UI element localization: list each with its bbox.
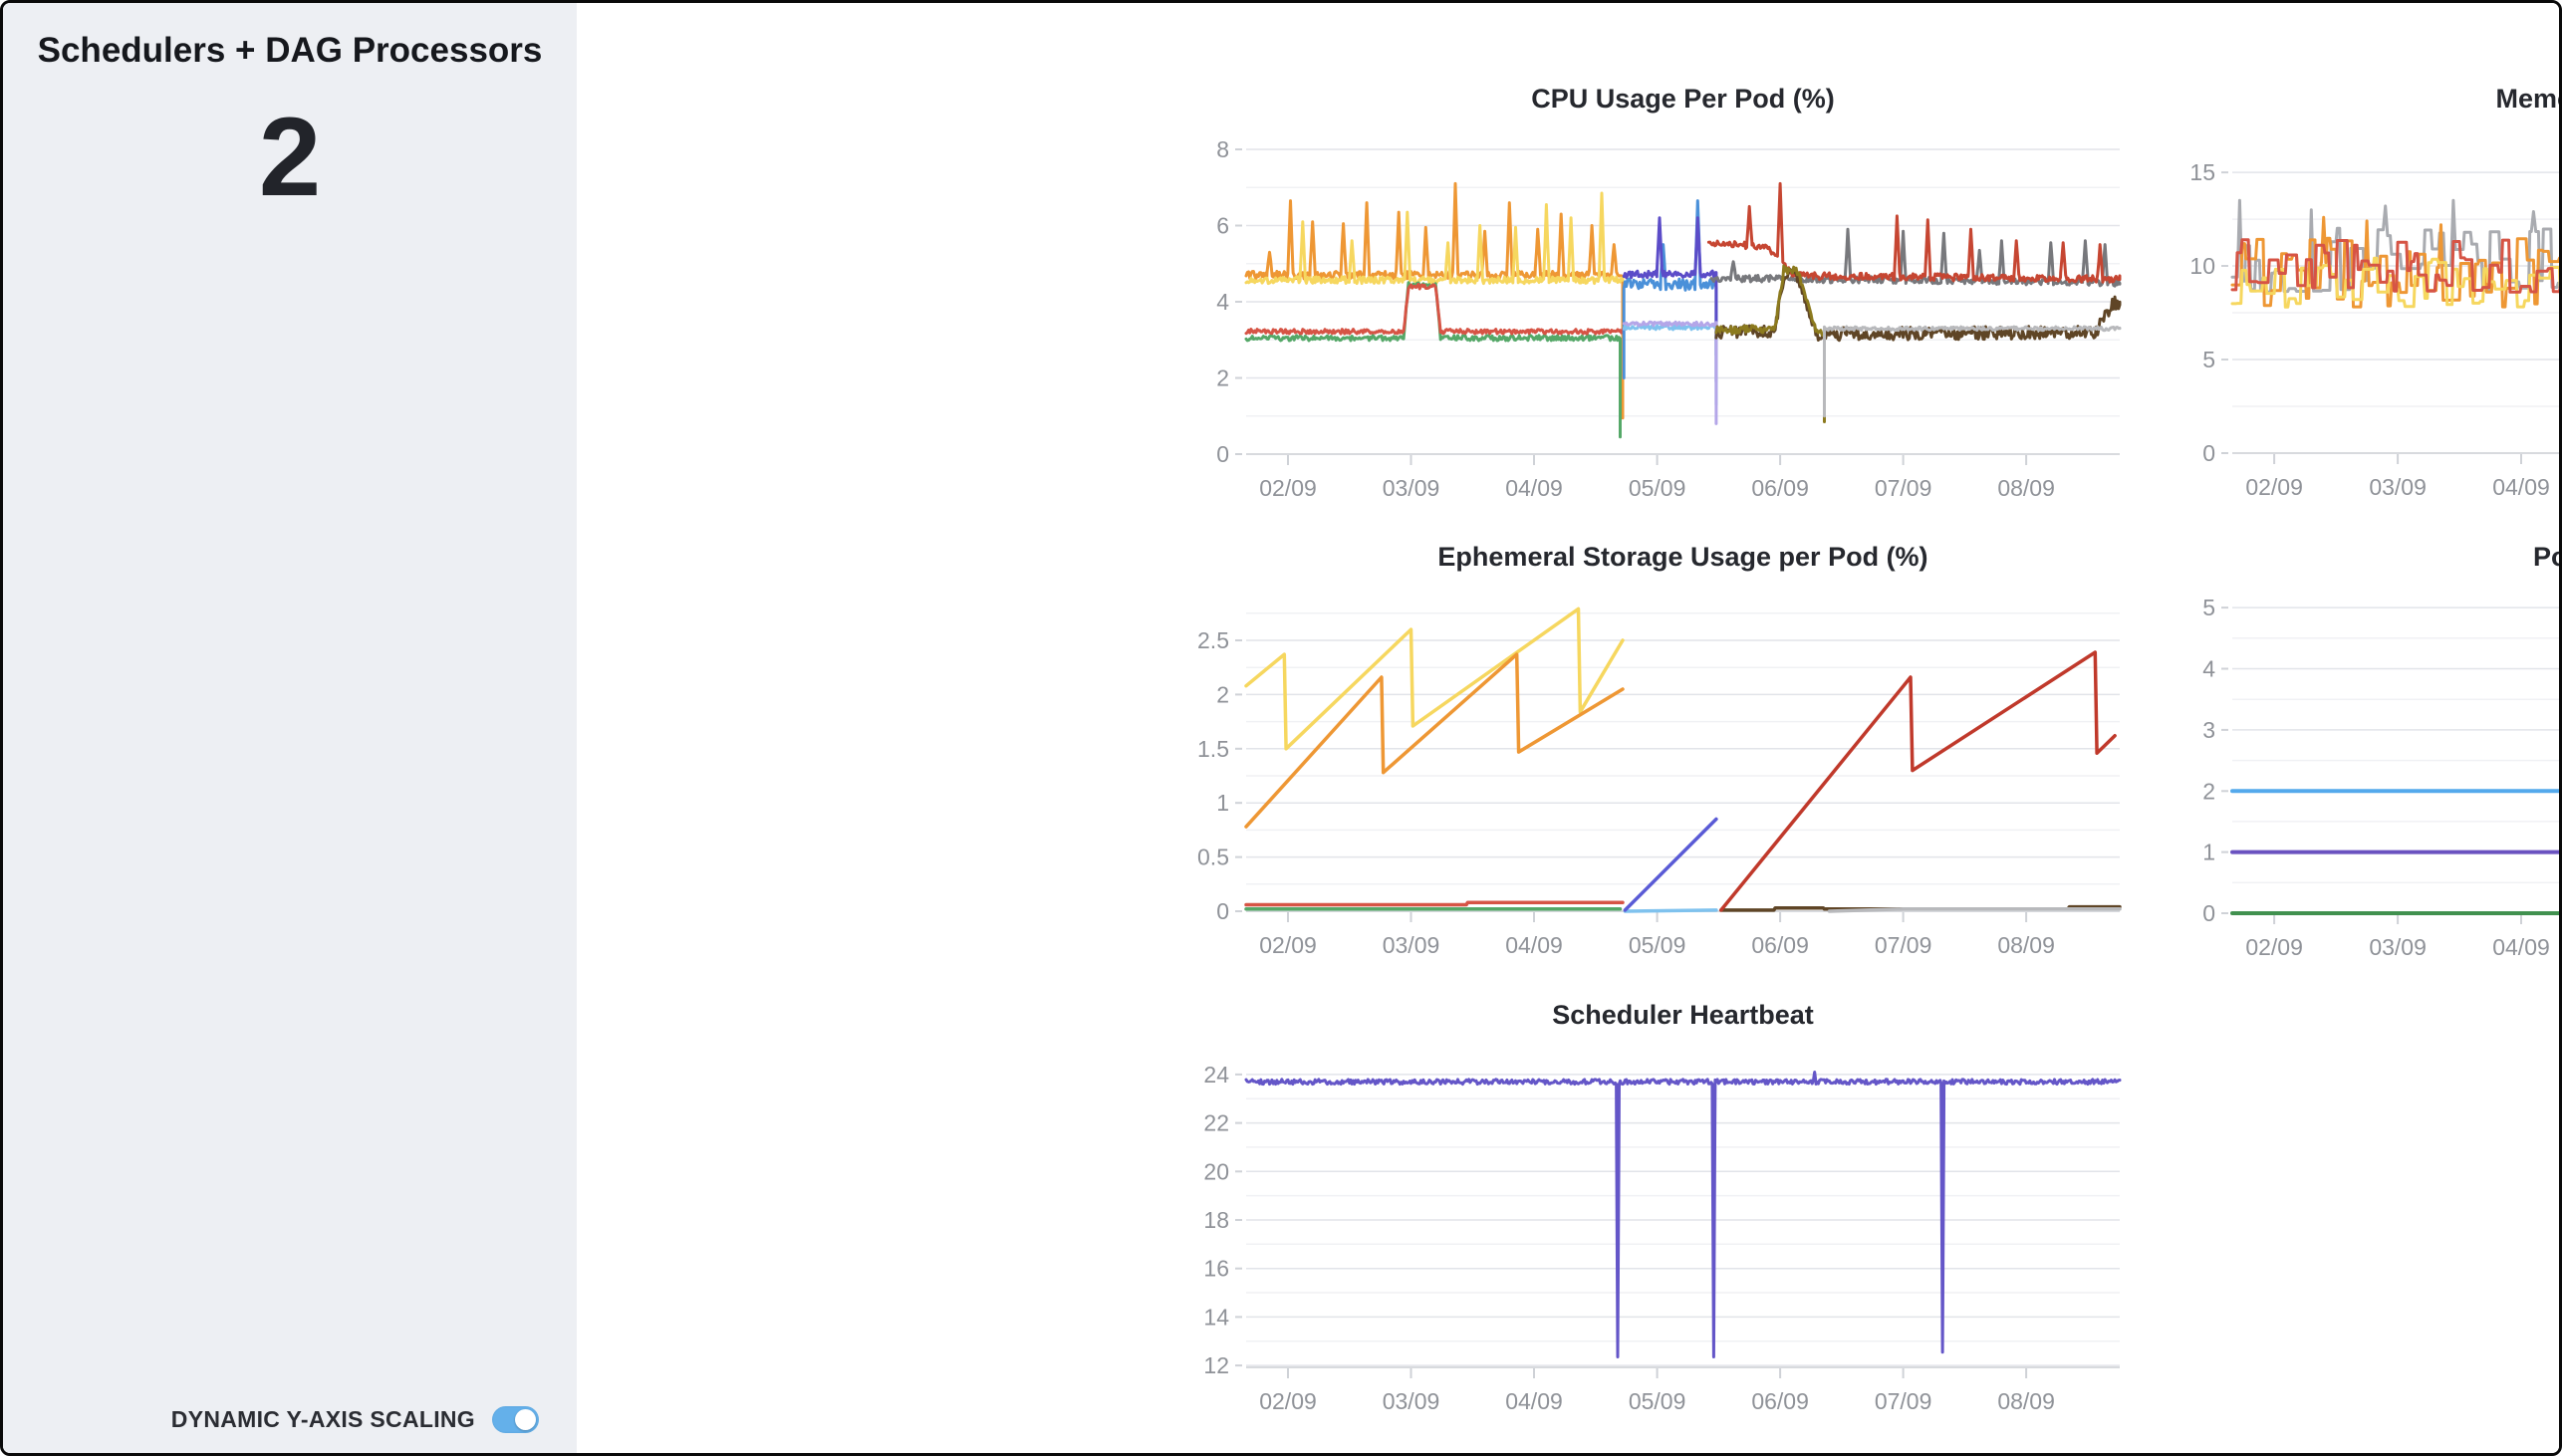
svg-text:5: 5	[2202, 595, 2215, 620]
svg-text:08/09: 08/09	[1997, 932, 2055, 958]
chart-title-ephemeral: Ephemeral Storage Usage per Pod (%)	[1437, 542, 1928, 572]
svg-text:0: 0	[1216, 898, 1229, 924]
svg-text:2.5: 2.5	[1197, 627, 1229, 653]
chart-cpu-usage: CPU Usage Per Pod (%) 0 2 4 6 8 02/09 03/09 04/…	[1174, 58, 2171, 516]
svg-text:12: 12	[1203, 1352, 1229, 1378]
svg-text:06/09: 06/09	[1751, 475, 1809, 501]
svg-text:2: 2	[2202, 778, 2215, 804]
svg-text:07/09: 07/09	[1875, 1388, 1932, 1414]
svg-text:8: 8	[1216, 136, 1229, 162]
svg-text:02/09: 02/09	[1259, 1388, 1317, 1414]
svg-text:08/09: 08/09	[1997, 475, 2055, 501]
svg-text:03/09: 03/09	[2369, 474, 2427, 500]
chart-memory-usage: Memory Usage Per Pod (%) 0 5 10 15 02/09 03/0…	[2161, 58, 2559, 516]
svg-text:1: 1	[1216, 790, 1229, 816]
svg-text:18: 18	[1203, 1207, 1229, 1233]
chart-canvas-ephemeral: 0 0.5 1 1.5 2 2.5 02/09 03/09 04/09 05/09 06/09 07/…	[1197, 607, 2122, 958]
chart-title-memory: Memory Usage Per Pod (%)	[2495, 84, 2559, 114]
svg-text:2: 2	[1216, 365, 1229, 391]
svg-text:1.5: 1.5	[1197, 736, 1229, 762]
svg-text:03/09: 03/09	[1383, 932, 1440, 958]
svg-text:05/09: 05/09	[1629, 475, 1686, 501]
svg-text:2: 2	[1216, 681, 1229, 707]
chart-ephemeral-storage: Ephemeral Storage Usage per Pod (%) 0 0.5…	[1174, 516, 2171, 974]
svg-text:16: 16	[1203, 1256, 1229, 1282]
chart-title-pods: Pod Count per Status	[2533, 542, 2559, 572]
svg-text:05/09: 05/09	[1629, 932, 1686, 958]
svg-text:04/09: 04/09	[2492, 934, 2550, 960]
svg-text:06/09: 06/09	[1751, 1388, 1809, 1414]
chart-scheduler-heartbeat: Scheduler Heartbeat 12 14 16 18 20 22 24 02/09 0…	[1174, 974, 2171, 1442]
svg-text:05/09: 05/09	[1629, 1388, 1686, 1414]
svg-text:03/09: 03/09	[1383, 1388, 1440, 1414]
chart-canvas-pods: 01234502/0903/0904/0905/0906/0907/0908/0…	[2202, 595, 2559, 960]
chart-canvas-heartbeat: 12 14 16 18 20 22 24 02/09 03/09 04/09 05/09 06/09 0…	[1203, 1062, 2122, 1414]
toggle-row: DYNAMIC Y-AXIS SCALING	[3, 1406, 577, 1433]
svg-text:14: 14	[1203, 1304, 1229, 1330]
chart-canvas-memory: 05101502/0903/0904/0905/0906/0907/0908/0…	[2189, 159, 2559, 500]
charts-area: CPU Usage Per Pod (%) 0 2 4 6 8 02/09 03/09 04/…	[577, 3, 2559, 1453]
svg-text:10: 10	[2189, 253, 2215, 279]
chart-canvas-cpu: 0 2 4 6 8 02/09 03/09 04/09 05/09 06/09 07/09 08/09	[1216, 136, 2122, 501]
svg-text:4: 4	[2202, 656, 2215, 682]
svg-text:0: 0	[2202, 440, 2215, 466]
svg-text:07/09: 07/09	[1875, 932, 1932, 958]
svg-text:02/09: 02/09	[2245, 474, 2303, 500]
svg-text:04/09: 04/09	[1505, 932, 1563, 958]
svg-text:06/09: 06/09	[1751, 932, 1809, 958]
svg-text:3: 3	[2202, 717, 2215, 743]
svg-text:04/09: 04/09	[1505, 1388, 1563, 1414]
chart-title-heartbeat: Scheduler Heartbeat	[1552, 1000, 1814, 1030]
svg-text:02/09: 02/09	[1259, 475, 1317, 501]
svg-text:20: 20	[1203, 1158, 1229, 1184]
svg-text:03/09: 03/09	[2369, 934, 2427, 960]
svg-text:04/09: 04/09	[1505, 475, 1563, 501]
svg-text:0: 0	[1216, 441, 1229, 467]
svg-text:6: 6	[1216, 213, 1229, 239]
svg-text:03/09: 03/09	[1383, 475, 1440, 501]
sidebar-title: Schedulers + DAG Processors	[37, 31, 543, 70]
svg-text:1: 1	[2202, 840, 2215, 865]
svg-text:04/09: 04/09	[2492, 474, 2550, 500]
toggle-knob-icon	[515, 1409, 536, 1430]
dynamic-y-axis-scaling-label: DYNAMIC Y-AXIS SCALING	[170, 1406, 475, 1432]
svg-text:4: 4	[1216, 289, 1229, 315]
svg-text:0: 0	[2202, 900, 2215, 926]
svg-text:5: 5	[2202, 347, 2215, 372]
svg-text:0.5: 0.5	[1197, 845, 1229, 870]
svg-text:08/09: 08/09	[1997, 1388, 2055, 1414]
scheduler-count-value: 2	[258, 95, 322, 219]
svg-text:24: 24	[1203, 1062, 1229, 1088]
chart-title-cpu: CPU Usage Per Pod (%)	[1531, 84, 1835, 114]
svg-text:02/09: 02/09	[1259, 932, 1317, 958]
svg-text:07/09: 07/09	[1875, 475, 1932, 501]
svg-text:22: 22	[1203, 1110, 1229, 1136]
svg-text:15: 15	[2189, 159, 2215, 185]
chart-pod-count: Pod Count per Status 0 1 2 3 4 5 02/09 03/09 04/…	[2161, 516, 2559, 974]
sidebar: Schedulers + DAG Processors 2 DYNAMIC Y-…	[3, 3, 577, 1453]
dynamic-y-axis-scaling-toggle[interactable]	[492, 1406, 539, 1433]
svg-text:02/09: 02/09	[2245, 934, 2303, 960]
